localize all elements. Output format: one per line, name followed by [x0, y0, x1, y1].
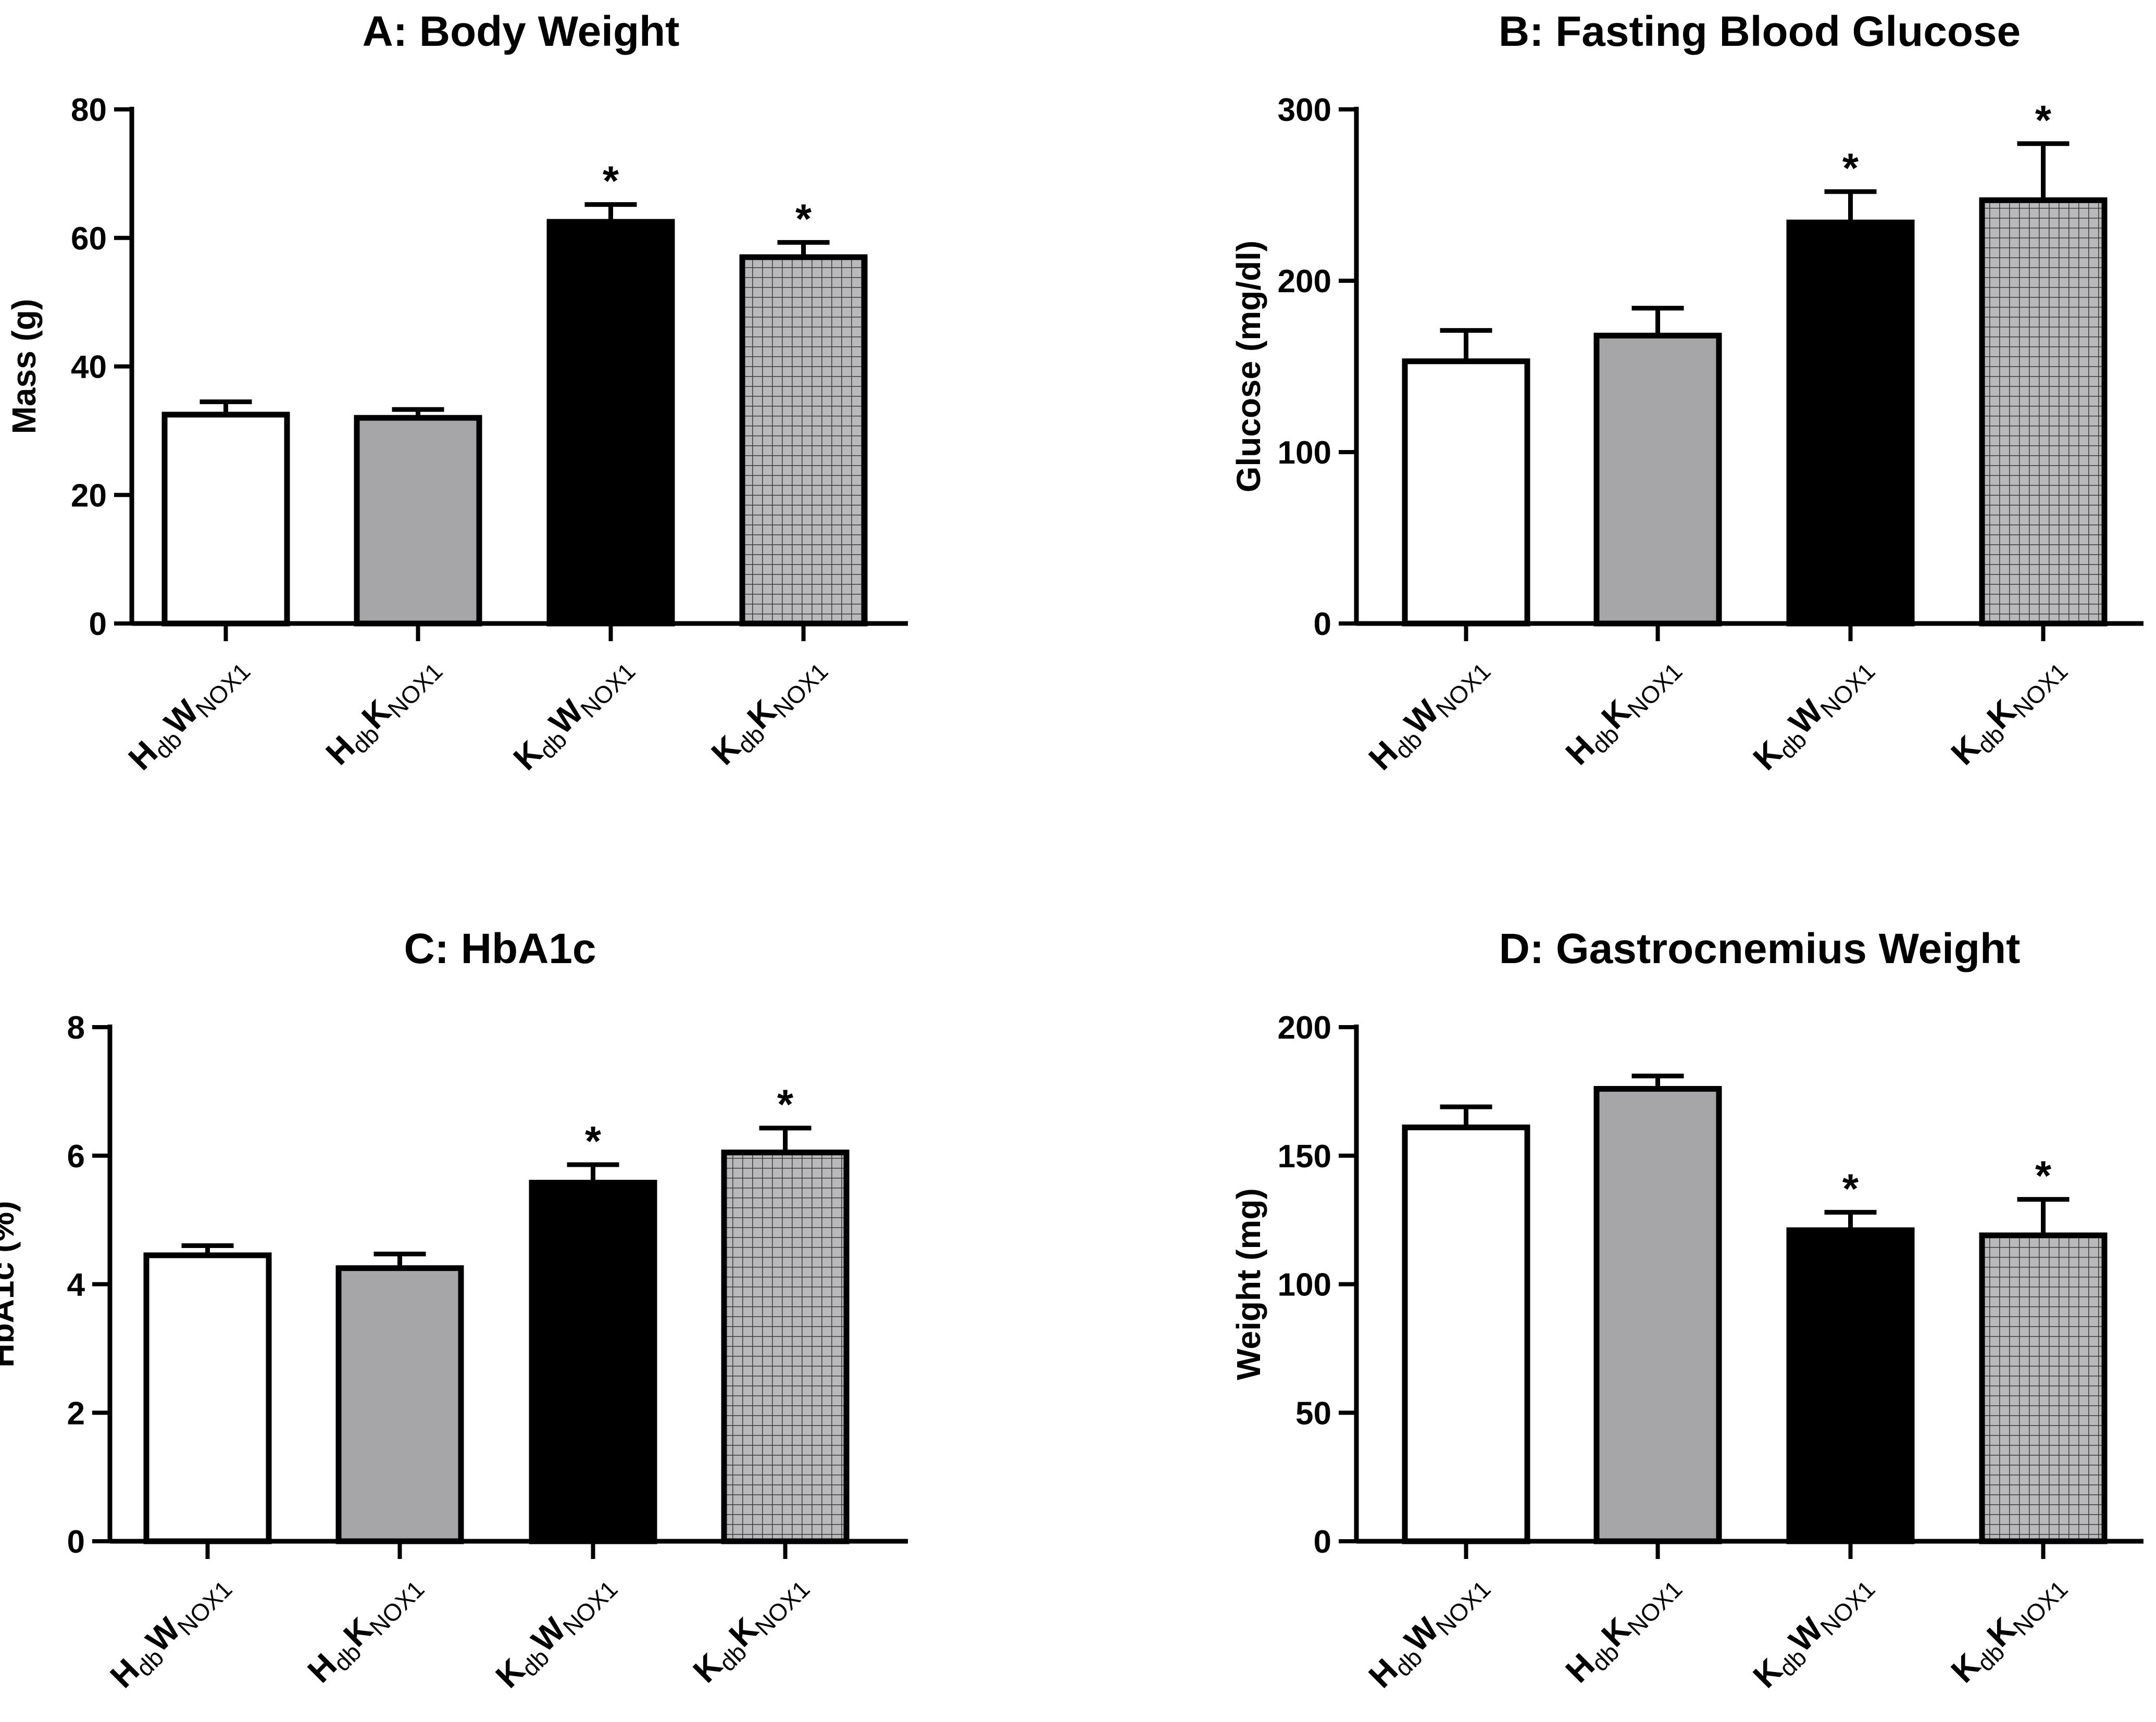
y-tick-label: 0: [1314, 1524, 1331, 1560]
significance-mark: *: [795, 195, 812, 242]
x-tick-label: KdbKNOX1: [1943, 646, 2073, 776]
x-tick-label: KdbKNOX1: [1943, 1564, 2073, 1693]
x-tick-label: KdbKNOX1: [686, 1564, 815, 1693]
chart-panel-3: C: HbA1c HbA1c (%) HdbWNOX1 HdbKNOX1 * KdbWNO…: [0, 925, 908, 1699]
y-tick-label: 200: [1278, 1010, 1331, 1046]
y-tick-label: 40: [71, 350, 107, 385]
chart-title: B: Fasting Blood Glucose: [1499, 8, 2021, 55]
bar: [335, 1265, 464, 1544]
x-tick-label: HdbWNOX1: [1361, 646, 1496, 781]
chart-title: A: Body Weight: [363, 8, 680, 55]
x-tick-label: HdbWNOX1: [103, 1564, 237, 1699]
chart-title: D: Gastrocnemius Weight: [1499, 925, 2021, 972]
y-tick-label: 0: [1314, 606, 1331, 642]
y-tick-label: 50: [1295, 1395, 1331, 1431]
chart-title: C: HbA1c: [404, 925, 596, 972]
bar: [546, 219, 675, 627]
y-tick-label: 100: [1278, 1267, 1331, 1303]
y-tick-label: 6: [67, 1139, 85, 1175]
significance-mark: *: [2035, 97, 2052, 143]
significance-mark: *: [2035, 1153, 2052, 1199]
bar: [739, 254, 868, 627]
y-tick-label: 8: [67, 1010, 85, 1046]
y-axis-label: Mass (g): [5, 299, 43, 434]
y-tick-label: 200: [1278, 264, 1331, 300]
x-tick-label: KdbWNOX1: [506, 646, 640, 781]
significance-mark: *: [585, 1118, 602, 1164]
x-tick-label: KdbWNOX1: [1746, 646, 1880, 781]
y-tick-label: 4: [67, 1267, 85, 1303]
x-tick-label: HdbKNOX1: [1558, 646, 1687, 776]
bar: [1979, 197, 2108, 627]
bar: [1786, 1227, 1915, 1544]
y-axis-label: Glucose (mg/dl): [1230, 241, 1267, 493]
y-tick-label: 80: [71, 92, 107, 128]
x-tick-label: HdbWNOX1: [1361, 1564, 1496, 1699]
bar: [529, 1180, 657, 1544]
y-tick-label: 0: [89, 606, 107, 642]
x-tick-label: HdbKNOX1: [1558, 1564, 1687, 1693]
x-tick-label: HdbWNOX1: [121, 646, 255, 781]
y-tick-label: 20: [71, 478, 107, 514]
y-tick-label: 2: [67, 1395, 85, 1431]
significance-mark: *: [1842, 145, 1859, 191]
y-tick-label: 300: [1278, 92, 1331, 128]
bar: [1593, 332, 1722, 627]
bar: [1979, 1232, 2108, 1544]
y-axis-label: HbA1c (%): [0, 1201, 21, 1367]
chart-panel-2: B: Fasting Blood Glucose Glucose (mg/dl) H…: [1230, 8, 2143, 781]
x-tick-label: HdbKNOX1: [318, 646, 447, 776]
significance-mark: *: [603, 158, 619, 204]
x-tick-label: KdbWNOX1: [1746, 1564, 1880, 1699]
bar: [143, 1252, 272, 1544]
x-tick-label: KdbKNOX1: [704, 646, 833, 776]
bar: [1786, 219, 1915, 627]
bar: [354, 415, 482, 627]
bar: [721, 1150, 850, 1544]
bar: [161, 411, 290, 627]
y-tick-label: 0: [67, 1524, 85, 1560]
significance-mark: *: [1842, 1165, 1859, 1212]
chart-panel-4: D: Gastrocnemius Weight Weight (mg) HdbWNO…: [1230, 925, 2143, 1699]
x-tick-label: KdbWNOX1: [488, 1564, 622, 1699]
y-tick-label: 60: [71, 221, 107, 257]
bar: [1402, 1124, 1530, 1544]
y-tick-label: 150: [1278, 1139, 1331, 1175]
bar: [1402, 358, 1530, 627]
x-tick-label: HdbKNOX1: [300, 1564, 429, 1693]
significance-mark: *: [777, 1081, 794, 1128]
bar: [1593, 1085, 1722, 1544]
y-axis-label: Weight (mg): [1230, 1188, 1267, 1380]
y-tick-label: 100: [1278, 435, 1331, 471]
chart-panel-1: A: Body Weight Mass (g) HdbWNOX1 HdbKNOX1 * K…: [5, 8, 908, 781]
